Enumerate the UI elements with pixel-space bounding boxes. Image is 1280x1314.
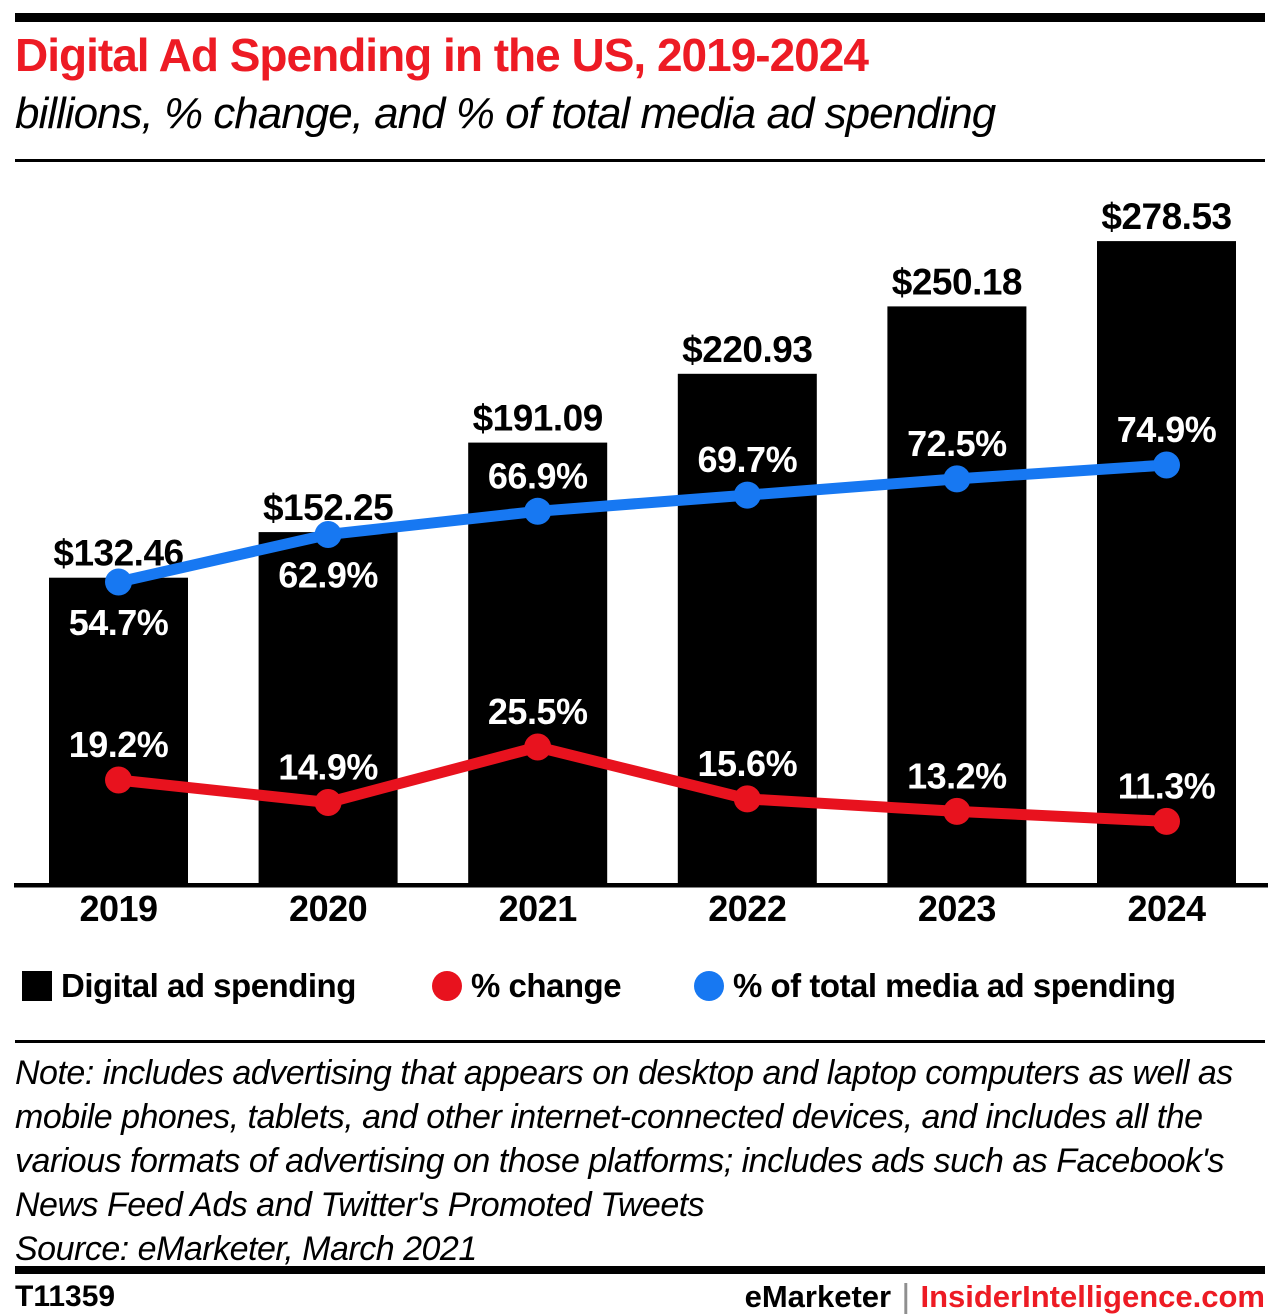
legend-label-pct-of-total: % of total media ad spending [733, 967, 1176, 1004]
change-point-2021 [524, 733, 552, 761]
legend-label-pct-change: % change [471, 967, 622, 1004]
x-tick-label-2019: 2019 [79, 888, 157, 929]
legend-marker-blue-dot-icon [694, 971, 724, 1001]
bar-value-label-2019: $132.46 [53, 533, 183, 574]
top-rule [15, 13, 1265, 22]
legend-item-pct-change: % change [432, 964, 622, 1008]
x-tick-label-2020: 2020 [289, 888, 367, 929]
chart-title: Digital Ad Spending in the US, 2019-2024 [15, 29, 869, 81]
legend-item-pct-of-total: % of total media ad spending [694, 964, 1176, 1008]
of-total-media-ad-spending-point-2022 [733, 481, 761, 509]
brand-emarketer: eMarketer [744, 1279, 892, 1314]
of-total-media-ad-spending-label-2021: 66.9% [488, 455, 588, 496]
bar-2024 [1097, 241, 1236, 884]
brand-separator: | [901, 1276, 911, 1314]
change-label-2023: 13.2% [907, 755, 1007, 796]
of-total-media-ad-spending-point-2020 [314, 521, 342, 548]
bar-2023 [887, 306, 1027, 883]
change-label-2022: 15.6% [698, 743, 798, 784]
bar-value-label-2022: $220.93 [682, 329, 812, 370]
of-total-media-ad-spending-line [113, 459, 1172, 588]
of-total-media-ad-spending-label-2019: 54.7% [69, 602, 169, 643]
x-tick-label-2022: 2022 [708, 888, 786, 929]
x-tick-label-2023: 2023 [918, 888, 996, 929]
footer-brand: eMarketer | InsiderIntelligence.com [745, 1279, 1265, 1314]
header-divider [15, 159, 1265, 162]
footer: T11359 eMarketer | InsiderIntelligence.c… [15, 1279, 1265, 1314]
x-axis-line [14, 883, 1268, 888]
change-label-2021: 25.5% [488, 691, 588, 732]
of-total-media-ad-spending-label-2022: 69.7% [698, 439, 798, 480]
of-total-media-ad-spending-point-2021 [524, 497, 552, 525]
bar-2019 [49, 577, 188, 883]
change-point-2023 [943, 797, 971, 825]
x-tick-label-2024: 2024 [1127, 888, 1206, 929]
bar-value-label-2024: $278.53 [1101, 196, 1231, 237]
bar-value-label-2021: $191.09 [473, 398, 603, 439]
change-point-2020 [314, 789, 342, 816]
change-label-2020: 14.9% [278, 747, 378, 788]
of-total-media-ad-spending-label-2020: 62.9% [278, 555, 378, 596]
note-text: Note: includes advertising that appears … [15, 1054, 1233, 1224]
legend-marker-red-dot-icon [432, 971, 462, 1001]
x-tick-label-2021: 2021 [499, 888, 578, 929]
of-total-media-ad-spending-label-2024: 74.9% [1117, 409, 1217, 450]
bar-value-label-2023: $250.18 [892, 261, 1022, 302]
change-label-2024: 11.3% [1118, 765, 1216, 806]
of-total-media-ad-spending-point-2019 [105, 568, 132, 596]
chart-id: T11359 [15, 1280, 116, 1313]
change-point-2019 [105, 766, 132, 794]
footer-rule [15, 1266, 1265, 1274]
change-point-2024 [1153, 807, 1180, 835]
source-text: Source: eMarketer, March 2021 [15, 1230, 477, 1268]
change-line [113, 741, 1172, 827]
note-block: Note: includes advertising that appears … [15, 1051, 1267, 1271]
legend-marker-square-icon [22, 971, 52, 1001]
note-divider [15, 1040, 1265, 1043]
bar-2021 [468, 442, 608, 883]
change-point-2022 [733, 785, 761, 813]
legend-item-digital-ad-spending: Digital ad spending [22, 964, 356, 1008]
bar-value-label-2020: $152.25 [263, 487, 393, 528]
legend-label-digital-ad-spending: Digital ad spending [61, 967, 356, 1004]
of-total-media-ad-spending-point-2024 [1153, 451, 1180, 479]
legend: Digital ad spending % change % of total … [0, 964, 1280, 1008]
bar-2020 [258, 532, 398, 883]
change-label-2019: 19.2% [69, 724, 169, 765]
brand-site-link[interactable]: InsiderIntelligence.com [920, 1279, 1265, 1314]
chart-subtitle: billions, % change, and % of total media… [15, 89, 996, 138]
of-total-media-ad-spending-label-2023: 72.5% [907, 423, 1007, 464]
of-total-media-ad-spending-point-2023 [943, 465, 971, 493]
bar-2022 [677, 373, 817, 883]
